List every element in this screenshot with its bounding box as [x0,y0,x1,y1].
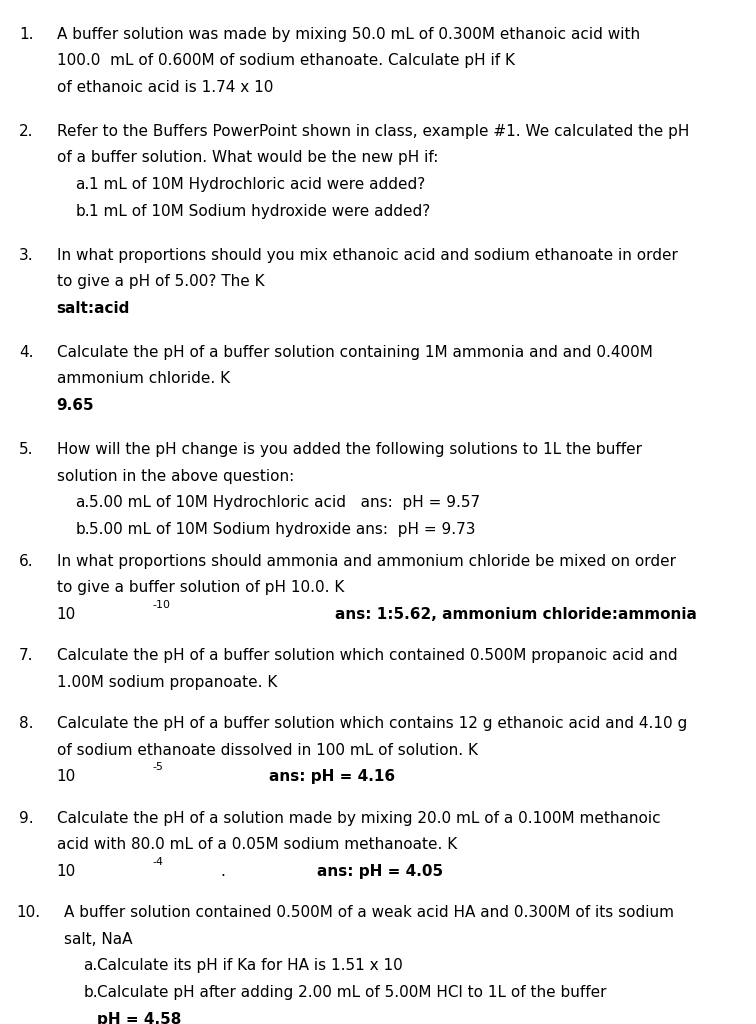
Text: -5: -5 [152,762,163,772]
Text: 4.: 4. [19,345,33,359]
Text: 5.00 mL of 10M Hydrochloric acid   ans:  pH = 9.57: 5.00 mL of 10M Hydrochloric acid ans: pH… [89,496,480,510]
Text: b.: b. [76,522,90,537]
Text: of a buffer solution. What would be the new pH if:: of a buffer solution. What would be the … [57,151,438,166]
Text: solution in the above question:: solution in the above question: [57,469,294,483]
Text: Calculate the pH of a buffer solution which contains 12 g ethanoic acid and 4.10: Calculate the pH of a buffer solution wh… [57,716,687,731]
Text: Calculate the pH of a buffer solution containing 1M ammonia and and 0.400M: Calculate the pH of a buffer solution co… [57,345,652,359]
Text: of ethanoic acid is 1.74 x 10: of ethanoic acid is 1.74 x 10 [57,80,273,95]
Text: 9.: 9. [19,811,33,825]
Text: ammonium chloride. K: ammonium chloride. K [57,372,230,386]
Text: 3.: 3. [19,248,33,262]
Text: to give a pH of 5.00? The K: to give a pH of 5.00? The K [57,274,265,289]
Text: 1 mL of 10M Sodium hydroxide were added?: 1 mL of 10M Sodium hydroxide were added? [89,204,435,219]
Text: salt, NaA: salt, NaA [64,932,133,947]
Text: 10: 10 [57,864,76,879]
Text: pH = 4.58: pH = 4.58 [97,1012,181,1024]
Text: Calculate its pH if Ka for HA is 1.51 x 10: Calculate its pH if Ka for HA is 1.51 x … [97,958,402,974]
Text: A buffer solution contained 0.500M of a weak acid HA and 0.300M of its sodium: A buffer solution contained 0.500M of a … [64,905,674,921]
Text: b.: b. [76,204,90,219]
Text: -10: -10 [152,600,170,610]
Text: 5.: 5. [19,442,33,457]
Text: 10: 10 [57,769,76,784]
Text: 100.0  mL of 0.600M of sodium ethanoate. Calculate pH if K: 100.0 mL of 0.600M of sodium ethanoate. … [57,53,515,69]
Text: -4: -4 [152,857,163,866]
Text: 8.: 8. [19,716,33,731]
Text: ans: 1:5.62, ammonium chloride:ammonia: ans: 1:5.62, ammonium chloride:ammonia [335,607,697,622]
Text: Calculate pH after adding 2.00 mL of 5.00M HCl to 1L of the buffer: Calculate pH after adding 2.00 mL of 5.0… [97,985,616,1000]
Text: 1 mL of 10M Hydrochloric acid were added?: 1 mL of 10M Hydrochloric acid were added… [89,177,430,193]
Text: a.: a. [76,177,90,193]
Text: acid with 80.0 mL of a 0.05M sodium methanoate. K: acid with 80.0 mL of a 0.05M sodium meth… [57,838,457,852]
Text: 1.00M sodium propanoate. K: 1.00M sodium propanoate. K [57,675,277,690]
Text: How will the pH change is you added the following solutions to 1L the buffer: How will the pH change is you added the … [57,442,642,457]
Text: In what proportions should you mix ethanoic acid and sodium ethanoate in order: In what proportions should you mix ethan… [57,248,677,262]
Text: 9.65: 9.65 [57,398,94,413]
Text: 10.: 10. [17,905,41,921]
Text: 1.: 1. [19,27,33,42]
Text: Calculate the pH of a solution made by mixing 20.0 mL of a 0.100M methanoic: Calculate the pH of a solution made by m… [57,811,660,825]
Text: b.: b. [83,985,98,1000]
Text: ans: pH = 4.05: ans: pH = 4.05 [317,864,443,879]
Text: Calculate the pH of a buffer solution which contained 0.500M propanoic acid and: Calculate the pH of a buffer solution wh… [57,648,677,664]
Text: A buffer solution was made by mixing 50.0 mL of 0.300M ethanoic acid with: A buffer solution was made by mixing 50.… [57,27,640,42]
Text: Refer to the Buffers PowerPoint shown in class, example #1. We calculated the pH: Refer to the Buffers PowerPoint shown in… [57,124,689,139]
Text: 2.: 2. [19,124,33,139]
Text: 10: 10 [57,607,76,622]
Text: 6.: 6. [19,554,33,568]
Text: In what proportions should ammonia and ammonium chloride be mixed on order: In what proportions should ammonia and a… [57,554,676,568]
Text: a.: a. [76,496,90,510]
Text: .: . [222,864,231,879]
Text: of sodium ethanoate dissolved in 100 mL of solution. K: of sodium ethanoate dissolved in 100 mL … [57,742,478,758]
Text: ans: pH = 4.16: ans: pH = 4.16 [269,769,395,784]
Text: salt:acid: salt:acid [57,301,130,315]
Text: 5.00 mL of 10M Sodium hydroxide ans:  pH = 9.73: 5.00 mL of 10M Sodium hydroxide ans: pH … [89,522,476,537]
Text: a.: a. [83,958,98,974]
Text: to give a buffer solution of pH 10.0. K: to give a buffer solution of pH 10.0. K [57,581,344,595]
Text: 7.: 7. [19,648,33,664]
